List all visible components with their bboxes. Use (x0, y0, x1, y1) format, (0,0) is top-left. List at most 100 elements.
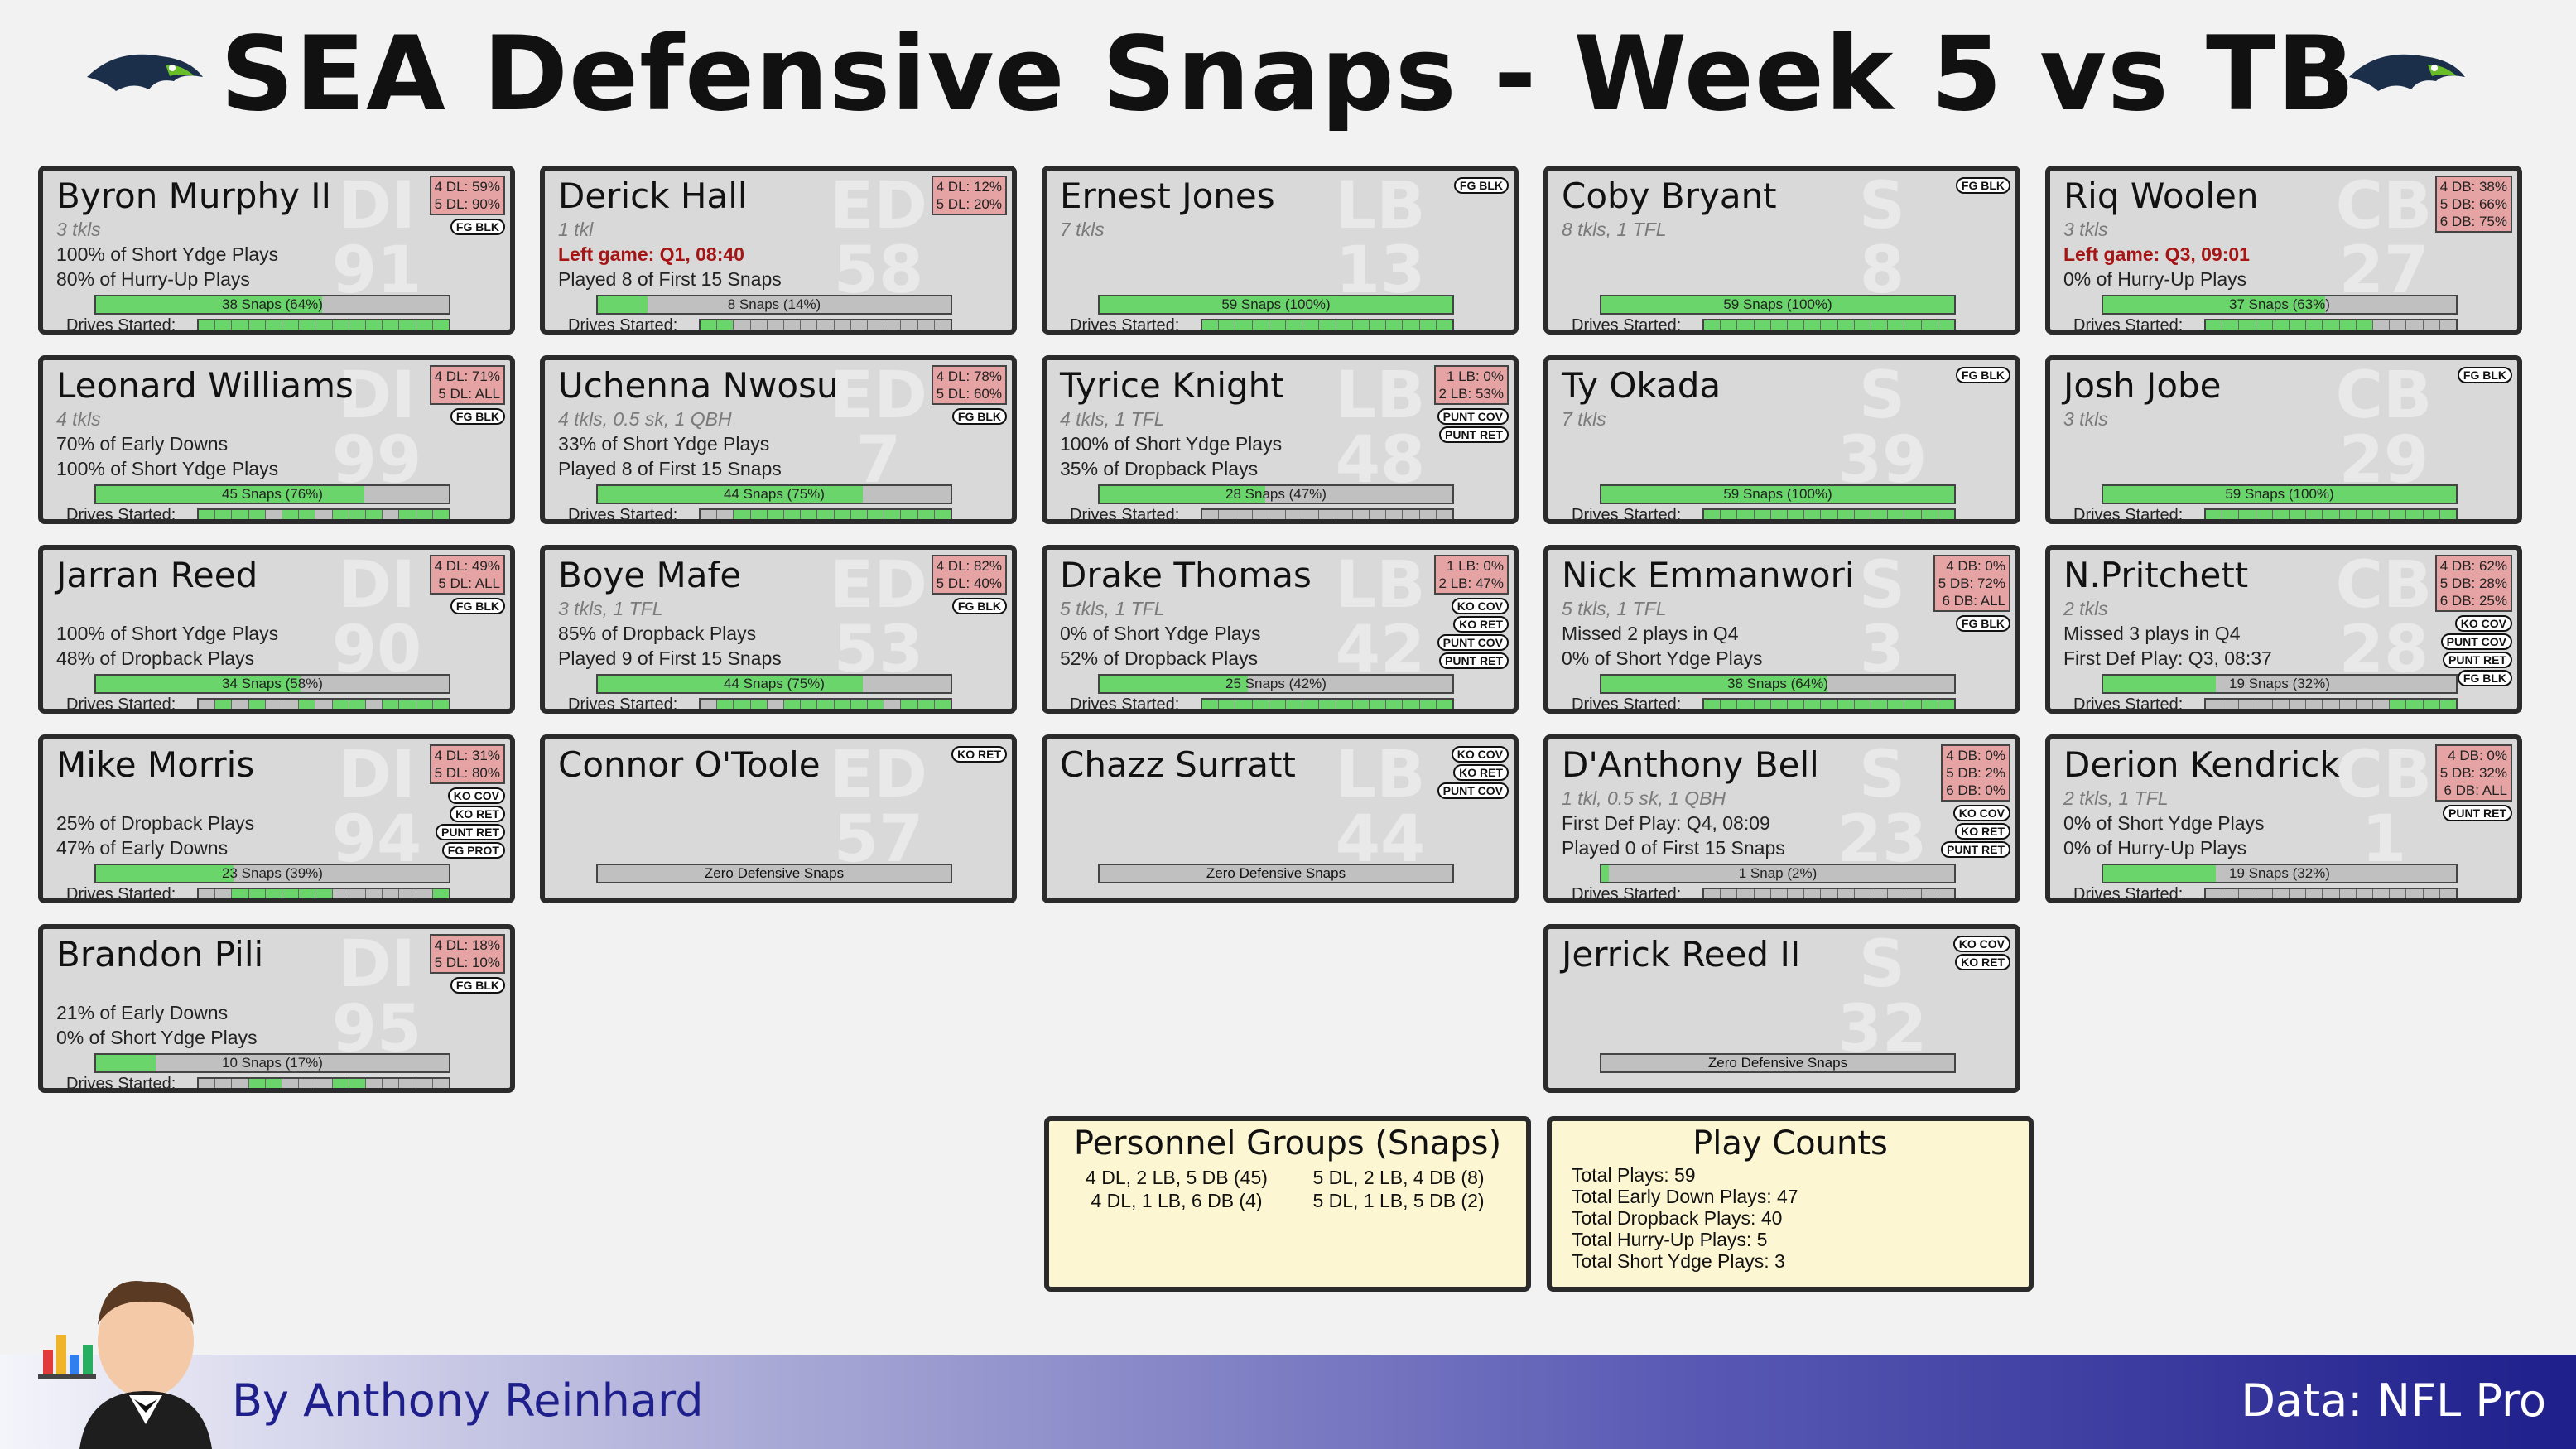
personnel-pct-line: 5 DB: 66% (2439, 196, 2507, 212)
personnel-pct-line: 6 DB: ALL (2444, 782, 2507, 798)
position-label: LB (1335, 548, 1426, 623)
special-teams-tag: PUNT RET (1941, 841, 2010, 858)
special-teams-tags: FG BLK (450, 598, 505, 614)
player-note: 33% of Short Ydge Plays (558, 433, 770, 455)
drive-cell (1704, 510, 1721, 519)
special-teams-tags: FG BLK (951, 408, 1007, 425)
player-stats: 7 tkls (1562, 408, 1606, 430)
drive-cell (750, 510, 768, 519)
snap-bar: 59 Snaps (100%) (2102, 484, 2458, 504)
drive-cell (868, 510, 885, 519)
snap-bar-fill (96, 296, 322, 313)
player-note: 0% of Short Ydge Plays (2063, 812, 2265, 834)
drive-cell (1386, 320, 1404, 330)
drive-cell (1403, 510, 1420, 519)
position-label: CB (2335, 548, 2433, 623)
special-teams-tags: KO COV KO RET PUNT RET FG PROT (436, 787, 505, 859)
drive-cell (366, 889, 383, 898)
drive-cell (1436, 700, 1453, 709)
snap-bar-label: 59 Snaps (100%) (1723, 296, 1832, 312)
drive-cell (2272, 510, 2290, 519)
drive-cell (2323, 889, 2340, 898)
drive-cell (366, 510, 383, 519)
drives-started-label: Drives Started: (2073, 696, 2184, 714)
position-label: S (1858, 927, 1906, 1002)
drive-cell (1788, 700, 1805, 709)
drives-strip (197, 888, 450, 898)
drive-cell (2390, 889, 2407, 898)
player-note: Played 8 of First 15 Snaps (558, 458, 782, 479)
drive-cell (1754, 320, 1771, 330)
drive-cell (1721, 889, 1738, 898)
position-watermark: DI 99 (323, 363, 431, 493)
special-teams-tag: KO COV (1952, 805, 2010, 821)
drives-started-label: Drives Started: (2073, 316, 2184, 335)
personnel-pct-line: 4 DL: 82% (936, 558, 1002, 574)
drive-cell (2390, 320, 2407, 330)
snap-bar-label: 19 Snaps (32%) (2229, 865, 2330, 881)
jersey-number: 28 (2338, 613, 2429, 687)
special-teams-tag: KO COV (1952, 936, 2010, 952)
position-watermark: ED 53 (825, 553, 932, 682)
drive-cell (1419, 320, 1437, 330)
personnel-pct-box: 4 DL: 82% 5 DL: 40% (931, 555, 1007, 595)
personnel-pct-line: 4 DL: 49% (434, 558, 500, 574)
drive-cell (1302, 700, 1320, 709)
drive-cell (2239, 320, 2256, 330)
drive-cell (817, 510, 835, 519)
position-label: ED (829, 548, 928, 623)
player-note: First Def Play: Q3, 08:37 (2063, 647, 2272, 669)
drive-cell (1837, 700, 1855, 709)
personnel-title: Personnel Groups (Snaps) (1073, 1124, 1502, 1163)
drive-cell (2439, 700, 2457, 709)
drive-cell (851, 320, 869, 330)
personnel-pct-box: 4 DB: 0% 5 DB: 72% 6 DB: ALL (1933, 555, 2010, 612)
seahawks-logo-icon (87, 54, 203, 91)
drives-strip (197, 1077, 450, 1088)
player-stats: 7 tkls (1060, 219, 1105, 240)
drive-cell (232, 889, 249, 898)
drives-strip (1702, 888, 1956, 898)
drive-cell (1771, 889, 1789, 898)
drive-cell (1319, 510, 1336, 519)
drive-cell (1737, 320, 1755, 330)
drive-cell (349, 510, 367, 519)
player-name: Ernest Jones (1060, 176, 1275, 216)
personnel-pct-line: 4 DB: 38% (2439, 179, 2507, 195)
player-name: Jarran Reed (56, 555, 258, 595)
drive-cell (1721, 510, 1738, 519)
drive-cell (2239, 700, 2256, 709)
drive-cell (1202, 510, 1220, 519)
drive-cell (315, 889, 333, 898)
drive-cell (868, 700, 885, 709)
special-teams-tag: FG BLK (1453, 177, 1509, 194)
drive-cell (2273, 889, 2290, 898)
drive-cell (751, 320, 768, 330)
snap-bar-fill (1601, 676, 1827, 692)
snap-bar: 37 Snaps (63%) (2102, 295, 2458, 315)
player-stats: 2 tkls, 1 TFL (2063, 787, 2169, 809)
play-count-item: Total Dropback Plays: 40 (1572, 1207, 1783, 1229)
seahawks-logo-icon (2349, 54, 2465, 91)
drive-cell (2222, 889, 2240, 898)
position-watermark: CB 27 (2330, 174, 2438, 303)
personnel-pct-box: 4 DB: 0% 5 DB: 2% 6 DB: 0% (1941, 744, 2010, 802)
player-note: 100% of Short Ydge Plays (1060, 433, 1283, 455)
position-label: LB (1335, 738, 1426, 812)
drives-started-label: Drives Started: (66, 506, 176, 524)
drive-cell (2206, 320, 2223, 330)
jersey-number: 27 (2338, 233, 2429, 308)
drive-cell (332, 510, 349, 519)
snap-bar-fill (1100, 676, 1248, 692)
special-teams-tag: KO RET (1453, 764, 1509, 781)
player-note: 100% of Short Ydge Plays (56, 623, 279, 644)
drives-strip (2204, 319, 2458, 330)
special-teams-tag: PUNT COV (1437, 634, 1509, 651)
player-note: 48% of Dropback Plays (56, 647, 255, 669)
drive-cell (1904, 510, 1922, 519)
drive-cell (215, 510, 233, 519)
special-teams-tag: FG BLK (951, 598, 1007, 614)
jersey-number: 3 (1859, 613, 1905, 687)
snap-bar-label: 1 Snap (2%) (1738, 865, 1818, 881)
snap-bar-fill (96, 486, 364, 503)
